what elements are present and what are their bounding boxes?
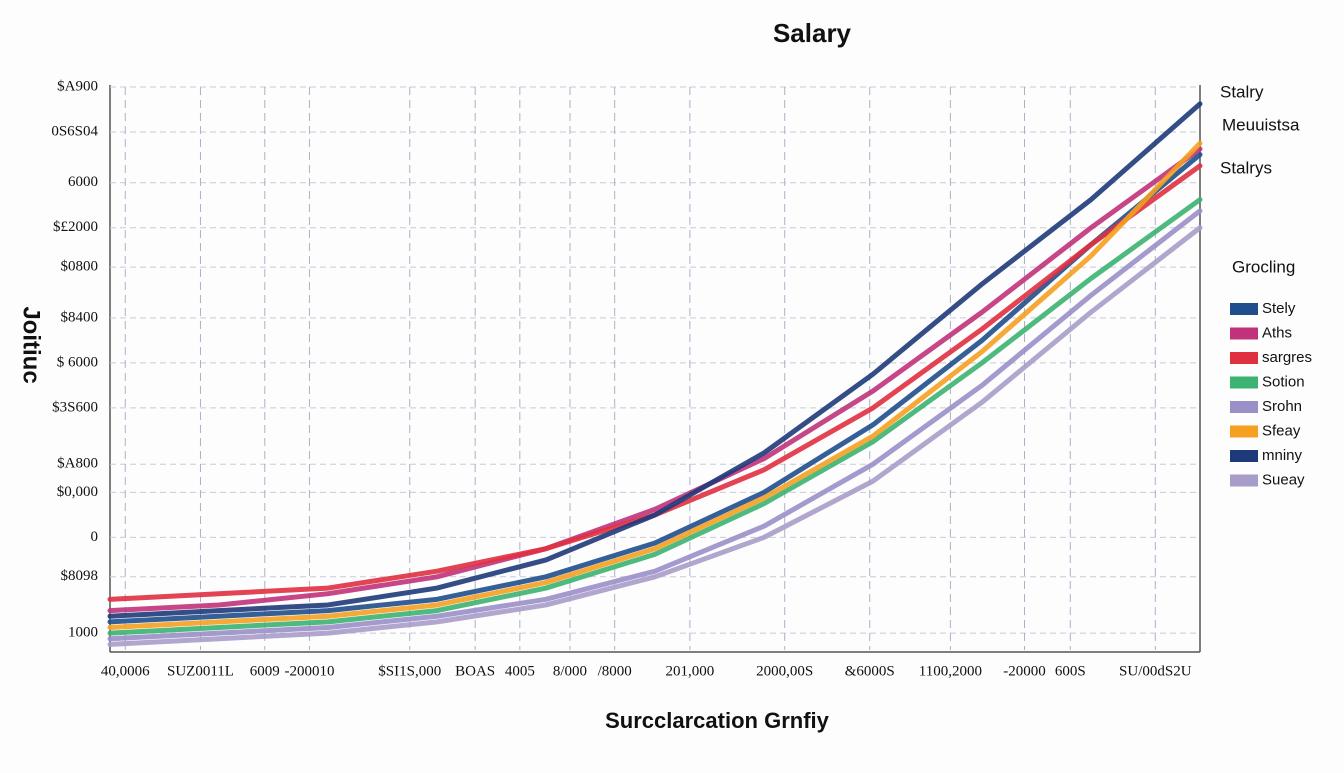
annotation: Meuuistsa <box>1222 115 1300 134</box>
x-tick-label: 6009 <box>250 663 280 679</box>
series-line <box>107 101 1203 619</box>
series-line <box>107 208 1203 642</box>
legend-swatch <box>1230 327 1258 340</box>
legend-swatch <box>1230 401 1258 413</box>
x-tick-label: 1100,2000 <box>919 663 982 679</box>
series-line <box>107 140 1203 630</box>
x-tick-label: 8/000 <box>553 663 587 679</box>
legend-swatch <box>1230 474 1258 487</box>
x-tick-label: 4005 <box>505 663 535 679</box>
annotation: Grocling <box>1232 257 1295 276</box>
x-tick-label: SUZ0011L <box>167 663 234 679</box>
y-tick-label: 0 <box>91 529 99 545</box>
annotation: Stalrys <box>1220 158 1272 177</box>
legend-label: sargres <box>1262 349 1312 366</box>
legend-label: Sfeay <box>1262 422 1301 439</box>
series-line <box>107 225 1203 647</box>
x-tick-label: SU/00dS2U <box>1119 663 1192 679</box>
y-tick-label: $0800 <box>61 259 99 275</box>
y-tick-label: $A800 <box>57 456 98 472</box>
legend-label: Srohn <box>1262 398 1302 415</box>
x-tick-label: 2000,00S <box>756 663 813 679</box>
legend-label: Sotion <box>1262 373 1305 390</box>
legend-label: Aths <box>1262 324 1292 341</box>
annotation: Stalry <box>1220 82 1264 101</box>
legend-swatch <box>1230 352 1258 364</box>
x-axis-label: Surcclarcation Grnfiy <box>605 708 830 733</box>
legend-swatch <box>1230 303 1258 315</box>
series-line <box>107 146 1203 614</box>
x-tick-label: &6000S <box>845 663 895 679</box>
y-tick-label: $0,000 <box>57 484 98 500</box>
x-tick-label: 40,0006 <box>101 663 150 679</box>
x-tick-label: 201,000 <box>666 663 715 679</box>
y-tick-label: $A900 <box>57 78 98 94</box>
y-tick-label: $3S600 <box>52 399 98 415</box>
x-tick-label: /8000 <box>598 663 632 679</box>
x-tick-label: -20000 <box>1003 663 1046 679</box>
y-tick-label: $8098 <box>61 568 99 584</box>
legend-label: Stely <box>1262 300 1296 317</box>
y-tick-label: 0S6S04 <box>51 123 98 139</box>
y-axis-label: Joitiuc <box>18 306 45 383</box>
legend-swatch <box>1230 425 1258 438</box>
y-tick-label: $8400 <box>61 309 99 325</box>
y-tick-label: 1000 <box>68 625 98 641</box>
legend-swatch <box>1230 376 1258 389</box>
y-tick-label: $ 6000 <box>57 354 98 370</box>
legend-label: Sueay <box>1262 471 1305 488</box>
legend-swatch <box>1230 450 1258 462</box>
x-tick-label: BOAS <box>455 663 495 679</box>
x-tick-label: -200010 <box>284 663 334 679</box>
legend-label: mniny <box>1262 447 1303 464</box>
chart-title: Salary <box>773 18 852 48</box>
x-tick-label: 600S <box>1055 663 1086 679</box>
series-line <box>107 152 1203 625</box>
y-tick-label: 6000 <box>68 174 98 190</box>
series-line <box>107 163 1203 602</box>
x-tick-label: $SI1S,000 <box>378 663 441 679</box>
y-tick-label: $£2000 <box>53 219 98 235</box>
series-line <box>107 197 1203 636</box>
